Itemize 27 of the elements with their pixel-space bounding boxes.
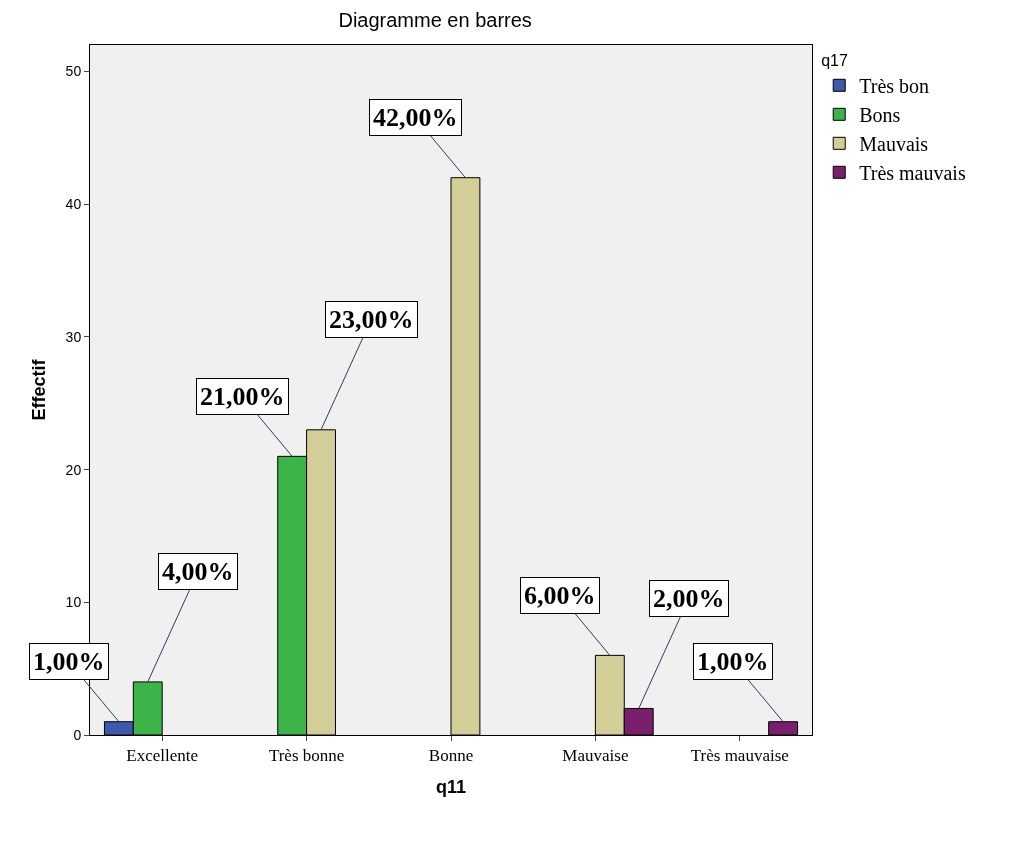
y-tick-label: 50 [65, 63, 82, 80]
legend-label: Bons [859, 104, 901, 127]
x-tick-label: Très bonne [268, 746, 345, 766]
data-label: 6,00% [524, 581, 596, 610]
legend-label: Très mauvais [859, 162, 966, 185]
x-tick-label: Mauvaise [562, 746, 629, 766]
legend-title: q17 [821, 51, 849, 69]
y-tick-label: 0 [73, 726, 82, 743]
x-axis-title: q11 [435, 776, 467, 797]
data-label: 21,00% [200, 382, 285, 411]
legend-label: Très bon [859, 75, 930, 98]
data-label: 1,00% [697, 647, 769, 676]
x-tick-label: Très mauvaise [690, 746, 789, 766]
data-label: 4,00% [162, 557, 234, 586]
y-axis-title: Effectif [28, 358, 49, 421]
data-label: 42,00% [373, 103, 458, 132]
y-tick-label: 10 [65, 594, 82, 611]
y-tick-label: 30 [65, 328, 82, 345]
chart-title: Diagramme en barres [338, 8, 532, 31]
legend-label: Mauvais [859, 133, 929, 156]
x-tick-label: Excellente [126, 746, 199, 766]
data-label: 1,00% [33, 647, 105, 676]
x-tick-label: Bonne [428, 746, 474, 766]
data-label: 23,00% [329, 305, 414, 334]
y-tick-label: 20 [65, 461, 82, 478]
data-label: 2,00% [653, 584, 725, 613]
y-tick-label: 40 [65, 196, 82, 213]
